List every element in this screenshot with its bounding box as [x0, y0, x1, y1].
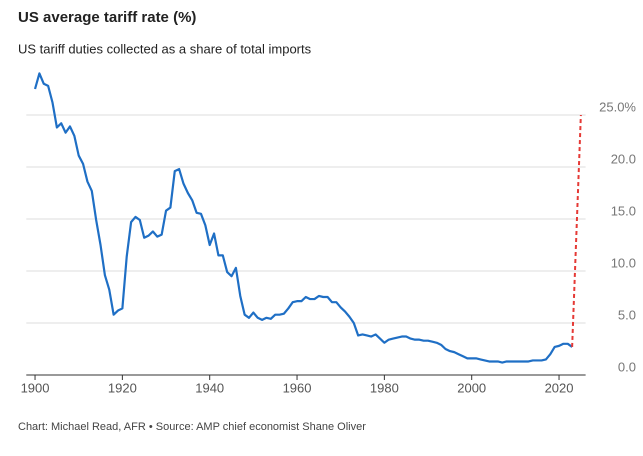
grid [26, 114, 586, 380]
x-tick-label: 1960 [283, 380, 312, 395]
chart-subtitle: US tariff duties collected as a share of… [18, 41, 312, 56]
series-line [33, 72, 573, 364]
x-tick-label: 2000 [457, 380, 486, 395]
chart-title: US average tariff rate (%) [18, 9, 196, 26]
x-tick-label: 1920 [108, 380, 137, 395]
y-tick-label: 15.0 [611, 203, 636, 218]
x-tick-label: 2020 [545, 380, 574, 395]
marks [33, 72, 582, 364]
x-tick-label: 1980 [370, 380, 399, 395]
y-tick-label: 10.0 [611, 255, 636, 270]
y-tick-label: 0.0 [618, 359, 636, 374]
chart-source: Chart: Michael Read, AFR • Source: AMP c… [18, 421, 366, 433]
y-tick-label: 25.0% [599, 99, 636, 114]
x-tick-label: 1900 [21, 380, 50, 395]
y-tick-label: 20.0 [611, 151, 636, 166]
y-tick-label: 5.0 [618, 307, 636, 322]
series-line [571, 114, 582, 347]
x-tick-label: 1940 [195, 380, 224, 395]
